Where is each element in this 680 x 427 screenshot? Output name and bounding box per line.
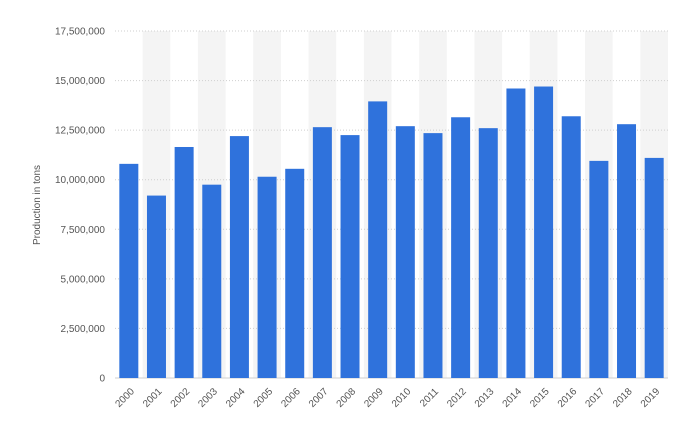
bar-2006[interactable] <box>285 168 305 378</box>
x-axis-ticks: 2000 2001 2002 2003 2004 2005 2006 2007 2008 2009… <box>113 386 662 410</box>
bar-2007[interactable] <box>312 127 332 378</box>
bar-2000[interactable] <box>119 163 139 378</box>
bar-2011[interactable] <box>423 133 443 378</box>
x-tick-label: 2005 <box>252 386 276 410</box>
y-tick-label: 5,000,000 <box>61 274 106 285</box>
x-tick-label: 2004 <box>224 386 248 410</box>
bar-2017[interactable] <box>589 160 609 378</box>
x-tick-label: 2018 <box>611 386 635 410</box>
x-tick-label: 2015 <box>528 386 552 410</box>
bar-2013[interactable] <box>478 128 498 378</box>
x-tick-label: 2014 <box>501 386 525 410</box>
y-tick-label: 10,000,000 <box>55 175 105 186</box>
x-tick-label: 2003 <box>196 386 220 410</box>
y-axis-title: Production in tons <box>32 165 43 245</box>
x-tick-label: 2001 <box>141 386 165 410</box>
bar-2010[interactable] <box>395 126 415 378</box>
x-tick-label: 2013 <box>473 386 497 410</box>
bar-2012[interactable] <box>451 117 471 379</box>
y-axis-ticks: 0 2,500,000 5,000,000 7,500,000 10,000,000 12… <box>55 27 106 385</box>
bar-2003[interactable] <box>202 184 222 378</box>
bar-2001[interactable] <box>146 195 166 378</box>
bar-2016[interactable] <box>561 116 581 379</box>
x-tick-label: 2016 <box>556 386 580 410</box>
x-tick-label: 2007 <box>307 386 331 410</box>
bar-2019[interactable] <box>644 157 664 378</box>
bar-2005[interactable] <box>257 176 277 378</box>
x-tick-label: 2010 <box>390 386 414 410</box>
bars <box>119 86 664 379</box>
x-tick-label: 2011 <box>418 386 441 409</box>
bar-2015[interactable] <box>534 86 554 379</box>
x-tick-label: 2017 <box>583 386 607 410</box>
x-tick-label: 2009 <box>362 386 386 410</box>
bar-2018[interactable] <box>617 124 637 379</box>
x-tick-label: 2002 <box>169 386 193 410</box>
bar-2014[interactable] <box>506 88 526 378</box>
x-tick-label: 2012 <box>445 386 469 410</box>
x-tick-label: 2000 <box>113 386 137 410</box>
bar-2009[interactable] <box>368 101 388 379</box>
y-tick-label: 15,000,000 <box>55 76 105 87</box>
y-tick-label: 17,500,000 <box>55 27 105 38</box>
x-tick-label: 2006 <box>279 386 303 410</box>
x-tick-label: 2008 <box>335 386 359 410</box>
x-tick-label: 2019 <box>639 386 663 410</box>
bar-2008[interactable] <box>340 135 360 378</box>
y-tick-label: 2,500,000 <box>61 324 106 335</box>
y-tick-label: 12,500,000 <box>55 126 105 137</box>
y-tick-label: 7,500,000 <box>61 225 106 236</box>
y-tick-label: 0 <box>99 374 105 385</box>
bar-2002[interactable] <box>174 146 194 378</box>
bar-2004[interactable] <box>229 136 249 378</box>
